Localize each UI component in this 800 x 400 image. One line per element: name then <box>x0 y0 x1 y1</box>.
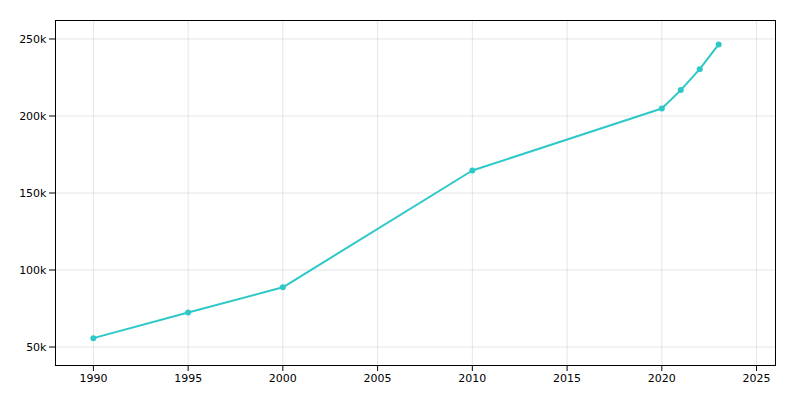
svg-text:2000: 2000 <box>269 372 297 385</box>
svg-text:100k: 100k <box>19 264 47 277</box>
svg-text:2015: 2015 <box>553 372 581 385</box>
svg-text:250k: 250k <box>19 33 47 46</box>
svg-text:2020: 2020 <box>648 372 676 385</box>
svg-text:2005: 2005 <box>364 372 392 385</box>
svg-text:1990: 1990 <box>79 372 107 385</box>
svg-text:2010: 2010 <box>458 372 486 385</box>
svg-text:2025: 2025 <box>743 372 771 385</box>
svg-text:200k: 200k <box>19 110 47 123</box>
svg-text:50k: 50k <box>26 341 47 354</box>
svg-text:150k: 150k <box>19 187 47 200</box>
svg-text:1995: 1995 <box>174 372 202 385</box>
